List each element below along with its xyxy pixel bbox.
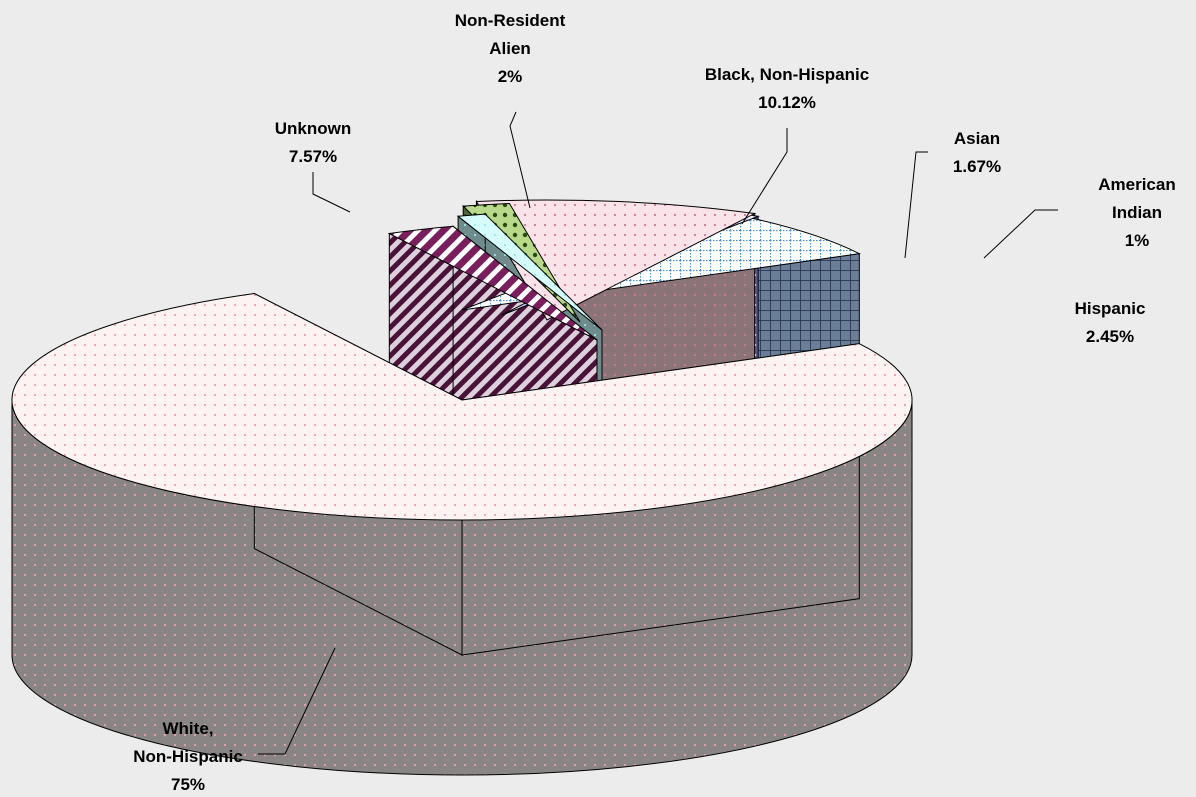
- leader-line: [904, 151, 928, 259]
- slice-label: Unknown 7.57%: [275, 119, 352, 166]
- slice-label: Non-Resident Alien 2%: [455, 11, 566, 86]
- leader-line: [741, 128, 788, 225]
- pie-slice: [456, 213, 603, 331]
- pie-leader-lines: [258, 111, 1058, 755]
- slice-label: Black, Non-Hispanic 10.12%: [705, 65, 869, 112]
- slice-label: Asian 1.67%: [953, 129, 1001, 176]
- leader-line: [312, 172, 351, 213]
- slice-label: American Indian 1%: [1098, 175, 1175, 250]
- leader-line: [509, 111, 531, 209]
- leader-line: [258, 647, 336, 755]
- pie-slice: [387, 225, 598, 341]
- leader-line: [983, 209, 1058, 259]
- pie-tops: [11, 199, 913, 521]
- pie-slice: [11, 293, 913, 521]
- pie-slice: [475, 199, 757, 321]
- slice-label: Hispanic 2.45%: [1075, 299, 1146, 346]
- slice-label: White, Non-Hispanic 75%: [133, 719, 243, 794]
- pie-labels: White, Non-Hispanic 75% Hispanic 2.45% Americ…: [133, 11, 1176, 794]
